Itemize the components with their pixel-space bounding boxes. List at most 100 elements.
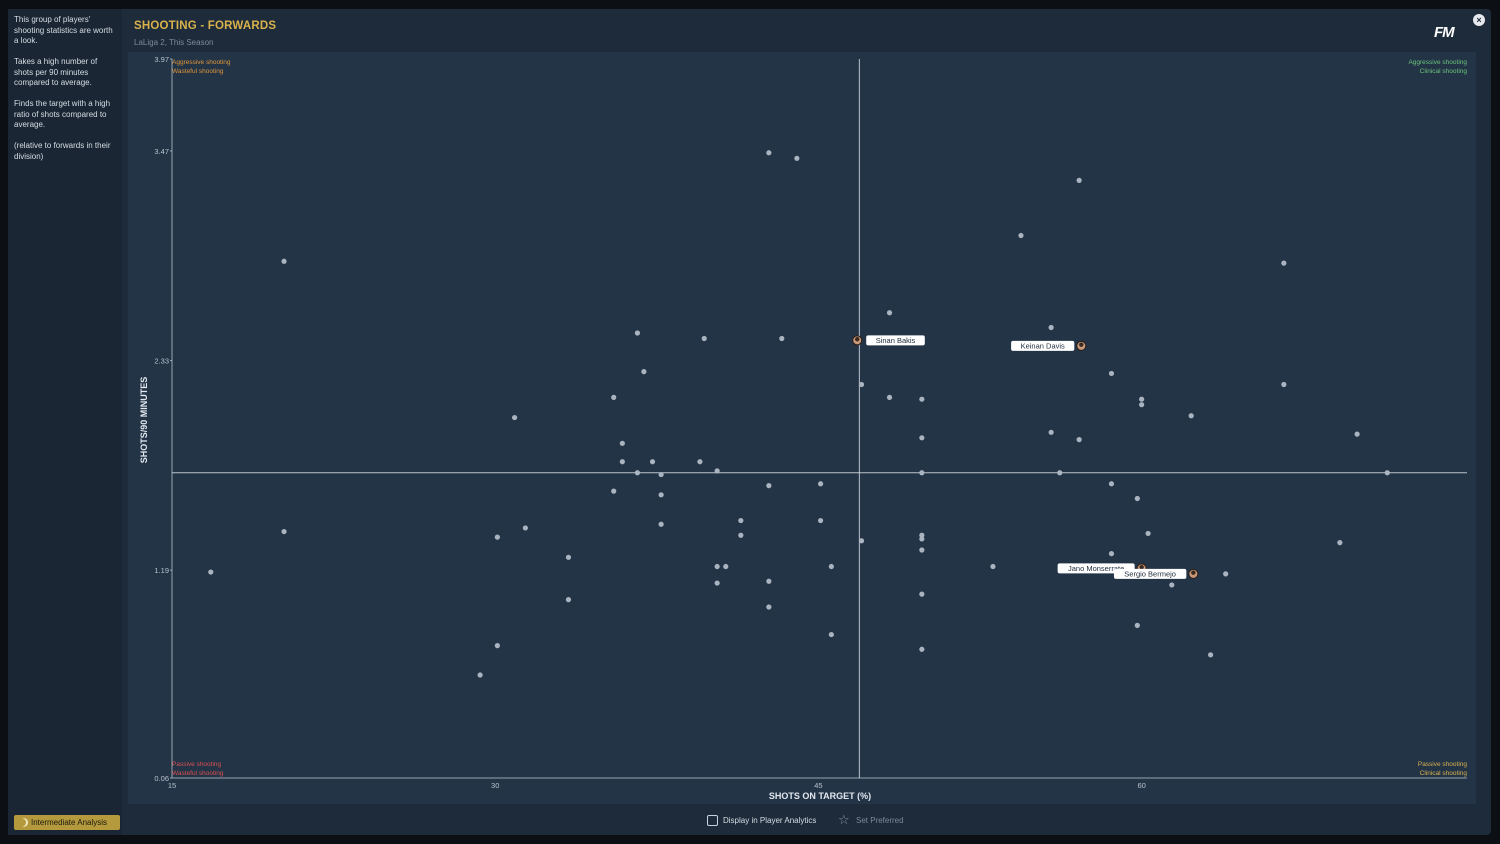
- data-point: [1018, 232, 1024, 239]
- data-point: [522, 525, 528, 531]
- x-tick-label: 45: [814, 781, 822, 790]
- data-point: [494, 534, 500, 540]
- x-tick-label: 30: [491, 781, 499, 790]
- data-point: [1145, 530, 1151, 537]
- plot-panel: [128, 52, 1476, 804]
- data-point: [1354, 431, 1360, 437]
- data-point: [565, 554, 572, 560]
- data-point: [919, 536, 925, 542]
- data-point: [828, 563, 834, 570]
- quadrant-top-left-line1: Aggressive shooting: [172, 59, 231, 66]
- data-point: [858, 538, 865, 544]
- data-point: [1384, 470, 1390, 476]
- data-point: [1337, 540, 1343, 546]
- data-point: [766, 578, 772, 584]
- player-avatar-hair: [855, 336, 860, 342]
- data-point: [1134, 622, 1140, 628]
- sidebar-intro: This group of players' shooting statisti…: [14, 15, 113, 45]
- data-point: [1188, 413, 1194, 419]
- quadrant-top-left: Aggressive shooting Wasteful shooting: [172, 58, 231, 76]
- data-point: [1048, 324, 1054, 331]
- data-point: [619, 459, 625, 465]
- page-subtitle: LaLiga 2, This Season: [134, 38, 214, 47]
- player-label-box: [1011, 340, 1075, 351]
- data-point: [619, 440, 625, 446]
- data-point: [714, 580, 720, 586]
- data-point: [658, 521, 664, 527]
- close-icon: ×: [1476, 15, 1482, 25]
- data-point: [1076, 177, 1082, 183]
- player-label-text: Keinan Davis: [1021, 341, 1065, 350]
- data-point: [919, 532, 925, 538]
- data-point: [919, 591, 925, 597]
- player-label-box: [866, 335, 925, 346]
- data-point: [779, 335, 785, 342]
- sidebar-point-shots: Takes a high number of shots per 90 minu…: [14, 57, 98, 87]
- quadrant-bottom-right-line2: Clinical shooting: [1419, 770, 1467, 777]
- fm-logo: FM: [1434, 24, 1455, 41]
- sidebar: [8, 9, 122, 835]
- data-point: [634, 470, 641, 476]
- data-point: [1281, 260, 1287, 266]
- data-point: [738, 532, 744, 538]
- star-icon[interactable]: ☆: [838, 812, 850, 827]
- data-point: [701, 335, 707, 342]
- data-point: [766, 604, 772, 610]
- data-point: [886, 310, 893, 316]
- data-point: [611, 488, 617, 494]
- player-label-text: Sinan Bakis: [876, 336, 916, 345]
- data-point: [1108, 370, 1115, 377]
- y-tick-label: 3.47: [154, 147, 169, 156]
- data-point: [1108, 551, 1115, 557]
- data-point: [817, 481, 824, 487]
- data-point: [1108, 481, 1115, 487]
- sidebar-note: (relative to forwards in their division): [14, 141, 111, 161]
- data-point: [919, 646, 925, 652]
- y-tick-label: 2.33: [154, 357, 169, 366]
- display-in-analytics-checkbox[interactable]: [707, 815, 718, 826]
- x-tick-label: 15: [168, 781, 176, 790]
- data-point: [494, 643, 500, 649]
- data-point: [1281, 381, 1287, 388]
- quadrant-top-right-line1: Aggressive shooting: [1408, 59, 1467, 66]
- data-point: [1139, 396, 1145, 402]
- quadrant-bottom-left-line1: Passive shooting: [172, 761, 222, 768]
- data-point: [477, 672, 483, 678]
- data-point: [1076, 437, 1082, 443]
- data-point: [858, 381, 865, 388]
- intermediate-analysis-label: Intermediate Analysis: [31, 818, 108, 827]
- quadrant-bottom-right-line1: Passive shooting: [1417, 761, 1467, 768]
- set-preferred-button[interactable]: Set Preferred: [856, 816, 904, 825]
- data-point: [281, 258, 287, 264]
- data-point: [1139, 402, 1145, 408]
- data-point: [634, 330, 641, 336]
- data-point: [1057, 470, 1063, 476]
- data-point: [649, 459, 656, 465]
- sidebar-point-target: Finds the target with a high ratio of sh…: [14, 99, 111, 129]
- quadrant-bottom-left: Passive shooting Wasteful shooting: [172, 760, 223, 778]
- y-tick-label: 0.06: [154, 774, 169, 783]
- intermediate-analysis-button[interactable]: Intermediate Analysis: [14, 815, 120, 830]
- y-axis-label: SHOTS/90 MINUTES: [139, 376, 149, 464]
- y-tick-label: 3.97: [154, 55, 169, 64]
- data-point: [990, 563, 996, 570]
- player-label-text: Jano Monserrate: [1068, 564, 1124, 573]
- close-button[interactable]: ×: [1473, 14, 1485, 26]
- player-label-text: Sergio Bermejo: [1124, 569, 1176, 578]
- display-in-analytics-label: Display in Player Analytics: [723, 816, 817, 825]
- y-tick-label: 1.19: [154, 566, 169, 575]
- player-avatar-hair: [1139, 564, 1144, 570]
- data-point: [208, 569, 214, 575]
- data-point: [738, 517, 744, 524]
- data-point: [565, 597, 572, 603]
- page-title: SHOOTING - FORWARDS: [134, 20, 277, 32]
- data-point: [611, 394, 617, 400]
- x-axis-label: SHOTS ON TARGET (%): [768, 791, 872, 801]
- x-tick-label: 60: [1137, 781, 1145, 790]
- data-point: [658, 492, 664, 498]
- data-point: [1223, 571, 1229, 577]
- data-point: [714, 468, 720, 474]
- player-avatar-hair: [1079, 342, 1084, 347]
- data-point: [766, 150, 772, 156]
- data-point: [1169, 582, 1175, 588]
